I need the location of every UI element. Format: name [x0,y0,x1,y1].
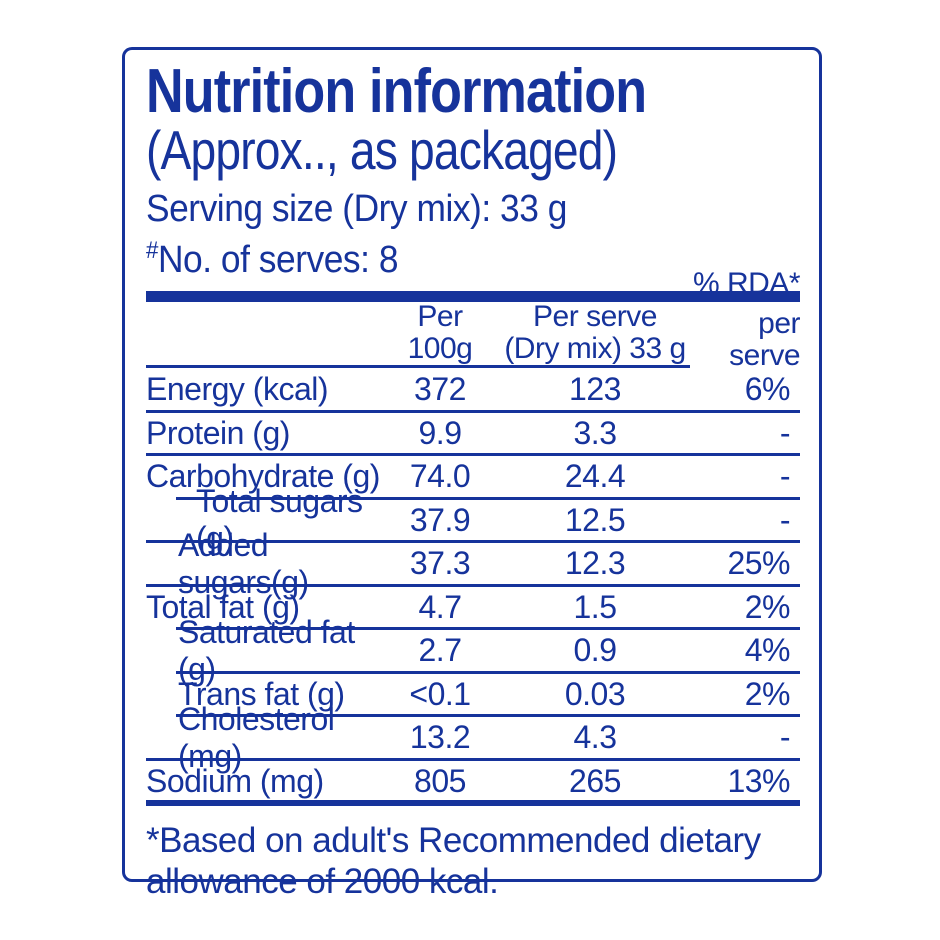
nutrient-label: Added sugars(g) [178,526,309,600]
rda-value: 6% [744,371,791,408]
table-row: Total fat (g) 4.7 1.5 2% [146,586,800,630]
nutrient-label: Cholesterol (mg) [178,700,335,774]
nutrient-label: Trans fat (g) [178,675,345,712]
serves-footnote-marker: # [146,237,158,264]
table-header-row: Per 100g Per serve (Dry mix) 33 g % RDA*… [146,268,801,373]
table-row: Cholesterol (mg) 13.2 4.3 - [146,701,800,774]
rda-value: 2% [744,588,791,625]
per-100g-value: 13.2 [409,719,471,756]
table-row: Energy (kcal) 372 123 6% [146,368,800,412]
number-of-serves-text: #No. of serves: 8 [146,231,754,280]
rda-value: - [779,414,791,451]
rda-value: 13% [727,762,790,799]
table-row: Saturated fat (g) 2.7 0.9 4% [146,614,800,687]
rda-value: 4% [744,632,791,669]
per-100g-value: 4.7 [418,588,462,625]
per-100g-value: 37.9 [409,501,471,538]
table-row: Trans fat (g) <0.1 0.03 2% [146,673,800,717]
rda-value: 2% [744,675,791,712]
rda-footnote: *Based on adult's Recommended dietary al… [146,821,761,901]
nutrient-label: Saturated fat (g) [178,613,355,687]
rda-value: - [779,501,791,538]
per-serve-value: 1.5 [573,588,617,625]
nutrient-label: Total fat (g) [146,588,300,625]
rda-value: - [779,719,791,756]
panel-subtitle: (Approx.., as packaged) [146,119,618,181]
per-serve-value: 12.3 [564,545,626,582]
per-100g-value: 74.0 [409,458,471,495]
per-serve-value: 3.3 [573,414,617,451]
table-row: Carbohydrate (g) 74.0 24.4 - [146,455,800,499]
table-row: Sodium (mg) 805 265 13% [146,760,800,806]
serving-size-text: Serving size (Dry mix): 33 g [146,188,567,230]
header-per-serve: Per serve (Dry mix) 33 g [500,301,690,365]
nutrition-table: Per 100g Per serve (Dry mix) 33 g % RDA*… [146,268,801,806]
nutrient-label: Total sugars (g) [196,483,363,557]
per-serve-value: 24.4 [564,458,626,495]
header-per-serve-line2: (Dry mix) 33 g [504,332,686,365]
rda-value: - [779,458,791,495]
nutrient-label: Protein (g) [146,414,290,451]
table-row: Total sugars (g) 37.9 12.5 - [146,483,800,556]
nutrition-label-panel: Nutrition information (Approx.., as pack… [122,47,822,901]
header-per-serve-line1: Per serve [533,300,657,333]
table-row: Added sugars(g) 37.3 12.3 25% [146,527,800,600]
per-100g-value: <0.1 [409,675,471,712]
header-rda-line1: % RDA* [692,267,801,300]
nutrient-label: Sodium (mg) [146,762,324,799]
per-100g-value: 37.3 [409,545,471,582]
per-serve-value: 0.03 [564,675,626,712]
rda-value: 25% [727,545,790,582]
per-100g-value: 805 [414,762,466,799]
nutrient-label: Carbohydrate (g) [146,458,380,495]
per-100g-value: 9.9 [418,414,462,451]
per-100g-value: 2.7 [418,632,462,669]
header-per-100g-line2: 100g [407,332,473,365]
per-serve-value: 12.5 [564,501,626,538]
table-row: Protein (g) 9.9 3.3 - [146,412,800,456]
per-serve-value: 123 [569,371,621,408]
panel-title: Nutrition information [146,57,647,126]
serves-text: No. of serves: 8 [157,239,399,281]
header-per-100g-line1: Per [417,300,463,333]
per-serve-value: 0.9 [573,632,617,669]
table-top-bar [146,291,800,302]
header-rda: % RDA* per serve [690,267,801,373]
per-serve-value: 265 [569,762,621,799]
per-serve-value: 4.3 [573,719,617,756]
nutrient-label: Energy (kcal) [146,371,329,408]
header-per-100g: Per 100g [380,301,500,365]
header-rda-line2: per serve [690,308,801,373]
per-100g-value: 372 [414,371,466,408]
